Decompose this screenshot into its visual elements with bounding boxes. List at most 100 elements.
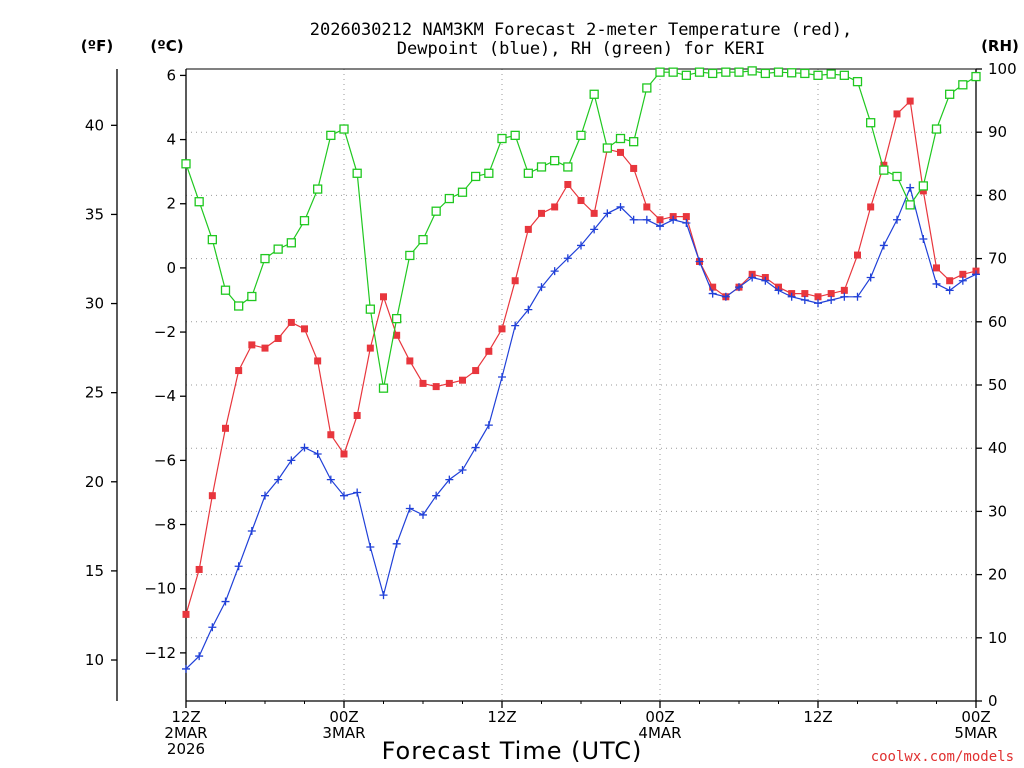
temperature-point xyxy=(248,341,256,349)
rh-point xyxy=(866,118,876,128)
dewpoint-point xyxy=(313,449,322,458)
dewpoint-point xyxy=(840,292,849,301)
dewpoint-point xyxy=(419,510,427,519)
temperature-point xyxy=(551,203,559,211)
temperature-point xyxy=(182,610,190,618)
rh-point xyxy=(510,130,520,141)
rh-point xyxy=(260,253,270,264)
rh-point xyxy=(971,71,981,82)
x-tick-label: 2MAR xyxy=(164,724,207,742)
dewpoint-point xyxy=(353,488,362,497)
fahrenheit-tick-label: 10 xyxy=(85,651,104,669)
dewpoint-point xyxy=(379,591,388,600)
temperature-line xyxy=(185,99,977,615)
temperature-point xyxy=(511,277,519,285)
temperature-point xyxy=(485,347,493,355)
rh-point xyxy=(918,181,928,191)
rh-point xyxy=(602,143,612,153)
dewpoint-point xyxy=(748,273,757,282)
dewpoint-point xyxy=(537,283,546,292)
rh-point xyxy=(839,70,849,80)
dewpoint-point xyxy=(182,664,190,673)
dewpoint-point xyxy=(616,202,625,211)
rh-point xyxy=(892,171,902,182)
rh-point xyxy=(286,238,296,248)
rh-point xyxy=(563,162,573,172)
dewpoint-point xyxy=(524,305,533,314)
temperature-point xyxy=(919,187,927,195)
rh-point xyxy=(615,133,626,144)
rh-point xyxy=(773,67,784,77)
temperature-point xyxy=(643,203,651,211)
temperature-point xyxy=(261,344,269,352)
temperature-point xyxy=(419,379,427,387)
x-tick-label: 00Z xyxy=(329,708,358,726)
temperature-point xyxy=(472,367,480,375)
celsius-tick-label: 6 xyxy=(166,66,176,84)
temperature-point xyxy=(656,216,664,224)
rh-point xyxy=(273,244,283,254)
temperature-point xyxy=(590,209,598,217)
dewpoint-point xyxy=(445,475,454,484)
rh-point xyxy=(958,80,968,90)
temperature-point xyxy=(906,97,914,105)
rh-point xyxy=(431,206,441,216)
x-tick-label: 2026 xyxy=(167,740,205,758)
dewpoint-point xyxy=(471,443,480,452)
temperature-point xyxy=(208,492,216,500)
celsius-tick-label: −8 xyxy=(154,516,176,534)
rh-point xyxy=(655,67,665,77)
chart-title-line-2: Dewpoint (blue), RH (green) for KERI xyxy=(397,39,765,59)
temperature-point xyxy=(432,383,440,391)
rh-point xyxy=(523,168,533,178)
temperature-point xyxy=(353,411,361,419)
temperature-point xyxy=(564,180,572,188)
rh-point xyxy=(721,67,731,77)
rh-unit-label: (RH) xyxy=(981,37,1019,55)
dewpoint-point xyxy=(629,215,638,224)
rh-point xyxy=(694,67,705,77)
dewpoint-point xyxy=(392,539,401,548)
temperature-point xyxy=(682,213,690,221)
dewpoint-point xyxy=(879,241,888,250)
dewpoint-point xyxy=(603,209,612,218)
temperature-point xyxy=(222,424,229,432)
rh-point xyxy=(550,155,560,166)
rh-point xyxy=(207,234,217,245)
rh-point xyxy=(234,301,244,311)
rh-point xyxy=(392,313,402,324)
rh-point xyxy=(747,66,757,76)
temperature-point xyxy=(946,277,954,285)
rh-point xyxy=(536,162,547,172)
rh-point xyxy=(365,304,375,314)
rh-tick-label: 20 xyxy=(988,566,1007,584)
rh-point xyxy=(457,187,468,197)
dewpoint-point xyxy=(919,235,928,244)
temperature-series xyxy=(182,97,980,618)
x-tick-label: 5MAR xyxy=(954,724,997,742)
dewpoint-point xyxy=(893,215,901,224)
dewpoint-point xyxy=(405,504,414,513)
temperature-point xyxy=(498,325,506,333)
rh-point xyxy=(800,68,810,79)
temperature-point xyxy=(459,376,466,384)
temperature-point xyxy=(340,450,348,458)
rh-point xyxy=(352,168,362,178)
fahrenheit-tick-label: 35 xyxy=(85,205,104,223)
temperature-point xyxy=(814,293,822,301)
dewpoint-point xyxy=(577,241,585,250)
temperature-point xyxy=(959,270,967,278)
rh-point xyxy=(444,193,454,204)
dewpoint-point xyxy=(682,218,691,227)
grid-lines xyxy=(186,69,976,701)
plot-frame xyxy=(111,68,982,708)
rh-point xyxy=(734,67,744,77)
x-axis-label: Forecast Time (UTC) xyxy=(382,737,643,765)
dewpoint-point xyxy=(550,267,559,276)
rh-tick-label: 10 xyxy=(988,629,1007,647)
temperature-point xyxy=(827,290,835,298)
rh-point xyxy=(813,70,823,80)
temperature-point xyxy=(406,357,414,365)
dewpoint-point xyxy=(563,254,572,263)
x-tick-label: 12Z xyxy=(803,708,832,726)
